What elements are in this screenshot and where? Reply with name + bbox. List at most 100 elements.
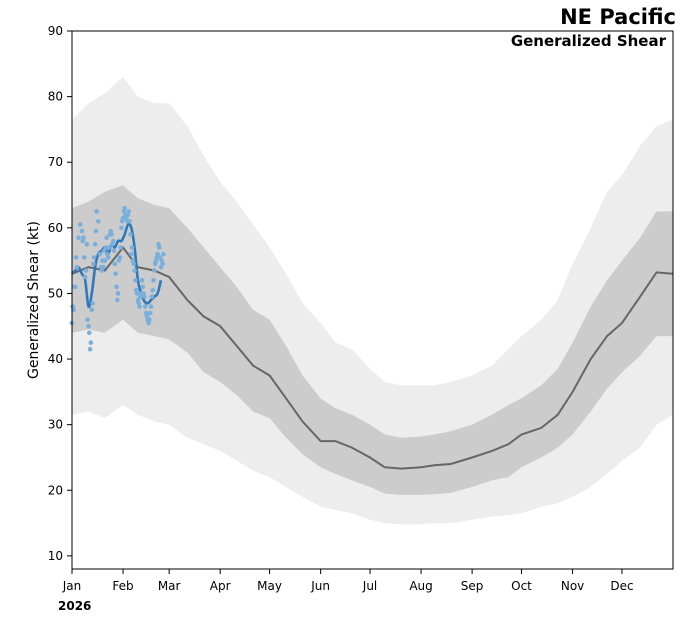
bands-layer — [72, 76, 673, 525]
year-label: 2026 — [58, 599, 91, 613]
observation-point — [140, 284, 146, 290]
observation-point — [131, 261, 136, 267]
observation-point — [114, 284, 119, 290]
observation-point — [73, 255, 79, 260]
lines-layer — [71, 222, 674, 470]
observation-point — [83, 268, 89, 273]
y-tick-label: 10 — [48, 549, 63, 563]
observation-point — [85, 317, 90, 323]
x-tick-label: Jan — [62, 579, 82, 593]
observation-point — [115, 291, 121, 296]
x-tick-label: Mar — [158, 579, 181, 593]
observation-point — [142, 294, 147, 300]
observation-point — [150, 287, 155, 293]
x-tick-label: Dec — [610, 579, 633, 593]
x-tick-label: Sep — [461, 579, 484, 593]
axes-layer: 10 20 30 40 50 60 70 80 90 Jan Feb Mar Apr May Jun Jul A… — [48, 24, 634, 593]
observation-point — [105, 255, 111, 260]
p10-p90-band — [72, 185, 673, 495]
chart-title: NE Pacific — [560, 5, 676, 29]
observation-point — [88, 340, 94, 345]
observation-point — [103, 245, 109, 250]
observation-point — [109, 232, 114, 237]
observation-point — [96, 219, 101, 224]
y-tick-label: 20 — [48, 483, 63, 497]
observation-point — [132, 268, 137, 273]
y-tick-label: 60 — [48, 221, 63, 235]
observation-point — [93, 228, 99, 234]
observation-point — [104, 235, 109, 240]
observation-point — [152, 268, 157, 273]
observation-point — [118, 245, 123, 250]
observation-point — [101, 264, 106, 270]
observation-point — [106, 245, 112, 250]
observation-point — [111, 248, 117, 254]
y-tick-label: 80 — [48, 90, 63, 104]
observation-point — [74, 264, 80, 270]
y-tick-label: 90 — [48, 24, 63, 38]
x-tick-label: May — [257, 579, 282, 593]
observation-point — [79, 228, 85, 234]
observation-point — [155, 251, 160, 257]
climatology-mean-line — [71, 245, 674, 470]
observation-point — [87, 346, 93, 352]
x-tick-label: Jun — [310, 579, 330, 593]
observation-point — [117, 255, 123, 260]
observation-point — [157, 245, 162, 250]
observation-point — [129, 251, 134, 257]
observation-point — [91, 255, 97, 260]
x-tick-label: Nov — [561, 579, 584, 593]
y-tick-label: 70 — [48, 155, 63, 169]
observation-point — [92, 241, 98, 247]
x-tick-label: Jul — [362, 579, 377, 593]
observation-point — [126, 209, 132, 214]
observation-point — [91, 261, 96, 267]
x-tick-label: Aug — [409, 579, 432, 593]
x-tick-label: Feb — [112, 579, 133, 593]
observation-point — [90, 301, 95, 306]
x-tick-label: Oct — [511, 579, 532, 593]
observation-point — [127, 219, 132, 224]
observation-point — [82, 255, 87, 260]
observations-layer — [69, 205, 166, 352]
observation-point — [73, 284, 78, 290]
observation-point — [87, 330, 92, 336]
observation-point — [151, 278, 156, 283]
observation-point — [137, 304, 142, 309]
y-tick-label: 30 — [48, 418, 63, 432]
observation-point — [139, 278, 145, 283]
observation-point — [120, 215, 126, 221]
observation-point — [133, 278, 138, 283]
observation-point — [147, 310, 153, 316]
observation-point — [110, 238, 116, 244]
observation-point — [89, 307, 95, 313]
observation-point — [128, 232, 133, 237]
observation-point — [86, 323, 91, 329]
observation-point — [115, 297, 120, 303]
observation-point — [129, 245, 135, 250]
observation-point — [77, 222, 83, 227]
y-tick-label: 40 — [48, 352, 63, 366]
observation-point — [143, 304, 148, 309]
observation-point — [122, 205, 127, 211]
observation-point — [134, 291, 140, 296]
observation-point — [97, 251, 103, 257]
observation-point — [81, 235, 86, 240]
observation-point — [112, 261, 118, 267]
plot-frame — [71, 30, 674, 570]
y-tick-label: 50 — [48, 286, 63, 300]
x-tick-label: Apr — [210, 579, 231, 593]
observation-point — [160, 261, 165, 267]
observation-point — [161, 251, 166, 257]
observation-point — [94, 209, 99, 214]
observation-point — [84, 241, 90, 247]
observation-point — [149, 294, 155, 300]
observation-point — [82, 274, 88, 280]
observation-point — [76, 235, 81, 240]
observation-point — [119, 225, 124, 231]
observation-point — [113, 271, 118, 277]
observation-point — [147, 317, 152, 323]
observation-point — [102, 258, 108, 263]
y-axis-label: Generalized Shear (kt) — [26, 221, 42, 379]
